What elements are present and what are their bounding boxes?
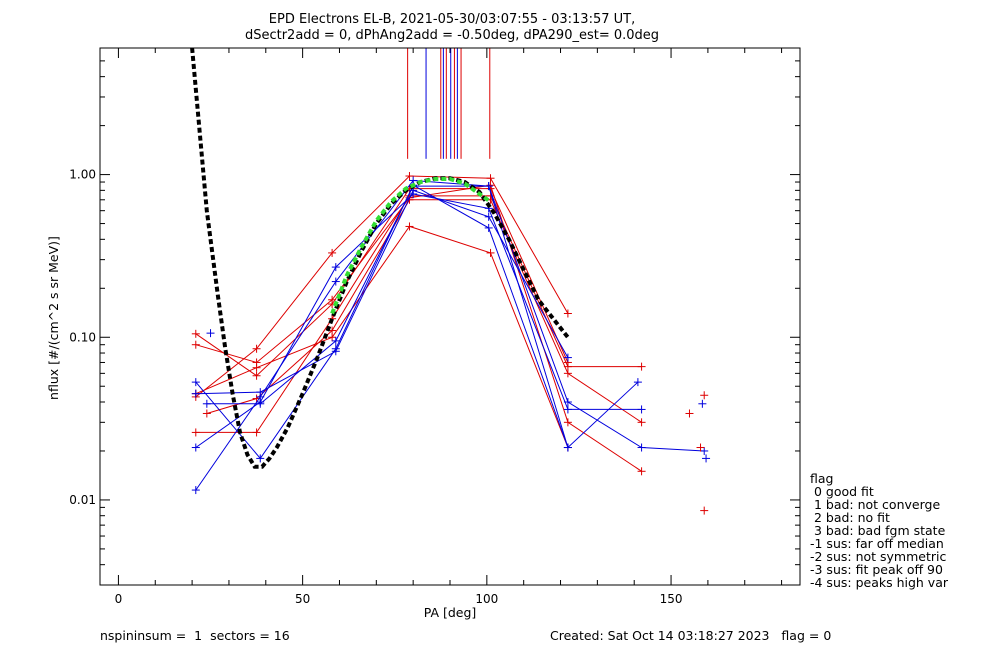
data-point-blue — [563, 397, 572, 406]
series-line-blue — [195, 184, 569, 460]
data-point-red — [191, 329, 200, 338]
chart-title-line1: EPD Electrons EL-B, 2021-05-30/03:07:55 … — [269, 12, 635, 27]
data-point-red — [700, 506, 709, 515]
plot-area — [190, 47, 711, 515]
data-point-blue — [484, 212, 493, 221]
legend-item: -3 sus: fit peak off 90 — [810, 562, 943, 577]
x-tick-label: 100 — [475, 592, 498, 606]
data-point-red — [563, 369, 572, 378]
data-point-red — [486, 181, 495, 190]
data-point-red — [191, 340, 200, 349]
data-point-blue — [256, 399, 265, 408]
data-point-red — [685, 409, 694, 418]
series-line-blue — [206, 185, 705, 452]
data-point-red — [563, 418, 572, 427]
data-point-blue — [191, 443, 200, 452]
legend-item: 2 bad: no fit — [810, 510, 890, 525]
footer-left: nspininsum = 1 sectors = 16 — [100, 628, 290, 643]
legend-item: -1 sus: far off median — [810, 536, 944, 551]
footer-right: Created: Sat Oct 14 03:18:27 2023 flag =… — [550, 628, 831, 643]
data-point-blue — [191, 389, 200, 398]
series-line-blue — [195, 179, 639, 491]
data-point-blue — [331, 263, 340, 272]
fit-curve-center — [330, 177, 492, 315]
series-line-red — [195, 225, 569, 448]
data-point-red — [563, 309, 572, 318]
data-point-red — [252, 371, 261, 380]
x-tick-label: 0 — [115, 592, 123, 606]
chart-title-line2: dSectr2add = 0, dPhAng2add = -0.50deg, d… — [245, 28, 659, 43]
data-point-red — [486, 174, 495, 183]
data-point-blue — [206, 329, 215, 338]
data-point-blue — [191, 486, 200, 495]
data-point-blue — [637, 405, 646, 414]
data-point-blue — [256, 388, 265, 397]
data-point-red — [637, 467, 646, 476]
data-point-red — [637, 418, 646, 427]
data-point-blue — [331, 347, 340, 356]
data-point-red — [252, 358, 261, 367]
data-point-blue — [331, 336, 340, 345]
data-point-red — [202, 409, 211, 418]
data-point-red — [696, 443, 705, 452]
legend-item: 1 bad: not converge — [810, 497, 940, 512]
data-point-blue — [637, 443, 646, 452]
data-point-red — [328, 333, 337, 342]
y-tick-label: 0.10 — [69, 330, 96, 344]
data-point-blue — [700, 446, 709, 455]
series-line-red — [195, 184, 642, 472]
series-line-red — [195, 175, 569, 398]
fit-curve — [190, 47, 570, 469]
data-point-blue — [256, 454, 265, 463]
series-line-red — [195, 188, 569, 377]
data-point-red — [700, 391, 709, 400]
axes: 0 50 100 150 0.01 0.10 1.00 — [69, 47, 800, 606]
data-point-blue — [484, 223, 493, 232]
data-point-red — [405, 222, 414, 231]
legend-item: 3 bad: bad fgm state — [810, 523, 946, 538]
series-line-red — [206, 199, 642, 423]
x-tick-label: 150 — [660, 592, 683, 606]
legend-item: 0 good fit — [810, 484, 874, 499]
data-point-blue — [202, 399, 211, 408]
data-point-blue — [331, 277, 340, 286]
y-axis-label: nflux [#/(cm^2 s sr MeV)] — [46, 236, 61, 400]
data-point-blue — [563, 443, 572, 452]
y-tick-label: 1.00 — [69, 168, 96, 182]
data-point-red — [637, 362, 646, 371]
data-point-blue — [563, 405, 572, 414]
data-point-blue — [563, 353, 572, 362]
data-point-red — [328, 248, 337, 257]
data-point-blue — [633, 378, 642, 387]
data-point-blue — [484, 182, 493, 191]
data-point-red — [252, 344, 261, 353]
data-point-red — [191, 428, 200, 437]
data-point-red — [405, 172, 414, 181]
legend-item: -4 sus: peaks high var — [810, 575, 949, 590]
data-point-red — [252, 428, 261, 437]
series-line-blue — [195, 189, 569, 395]
x-axis-label: PA [deg] — [424, 605, 477, 620]
series-line-blue — [195, 193, 642, 448]
data-point-red — [486, 248, 495, 257]
legend-title: flag — [810, 471, 833, 486]
data-point-blue — [191, 378, 200, 387]
x-tick-label: 50 — [295, 592, 310, 606]
data-point-blue — [702, 454, 711, 463]
legend-item: -2 sus: not symmetric — [810, 549, 946, 564]
plot-frame — [99, 47, 801, 586]
y-tick-label: 0.01 — [69, 493, 96, 507]
flag-legend: flag 0 good fit 1 bad: not converge 2 ba… — [810, 471, 949, 590]
data-point-blue — [698, 399, 707, 408]
data-point-red — [328, 295, 337, 304]
